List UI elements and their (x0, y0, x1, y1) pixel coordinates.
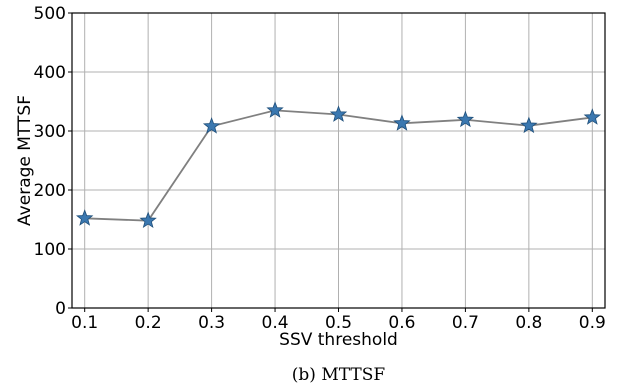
x-axis-ticks: 0.1 0.2 0.3 0.4 0.5 0.6 0.7 0.8 0.9 (71, 308, 606, 333)
data-point-star (456, 110, 475, 128)
x-tick-label: 0.2 (135, 313, 162, 333)
x-tick-label: 0.7 (452, 313, 479, 333)
data-point-star (202, 117, 221, 134)
y-tick-label: 500 (34, 4, 66, 24)
data-point-star (520, 116, 538, 134)
x-tick-label: 0.8 (515, 313, 542, 333)
x-tick-label: 0.6 (388, 313, 415, 333)
x-tick-label: 0.1 (71, 313, 98, 333)
x-tick-label: 0.5 (325, 313, 352, 333)
y-tick-label: 200 (34, 181, 66, 201)
data-point-star (393, 114, 411, 131)
figure-caption: (b) MTTSF (292, 365, 386, 385)
y-tick-label: 400 (34, 63, 66, 83)
y-axis-label: Average MTTSF (15, 95, 35, 226)
y-tick-label: 300 (34, 122, 66, 142)
series-layer (76, 101, 601, 229)
x-axis-label: SSV threshold (279, 330, 398, 350)
data-point-star (329, 105, 348, 122)
data-point-star (76, 209, 94, 226)
x-tick-label: 0.4 (262, 313, 289, 333)
data-point-star (583, 108, 601, 125)
y-axis-ticks: 0 100 200 300 400 500 (34, 4, 72, 319)
y-tick-label: 100 (34, 240, 66, 260)
data-point-star (266, 101, 284, 118)
grid-lines (72, 12, 605, 309)
y-tick-label: 0 (55, 299, 66, 319)
x-tick-label: 0.9 (579, 313, 606, 333)
data-point-star (139, 211, 157, 229)
x-tick-label: 0.3 (198, 313, 225, 333)
